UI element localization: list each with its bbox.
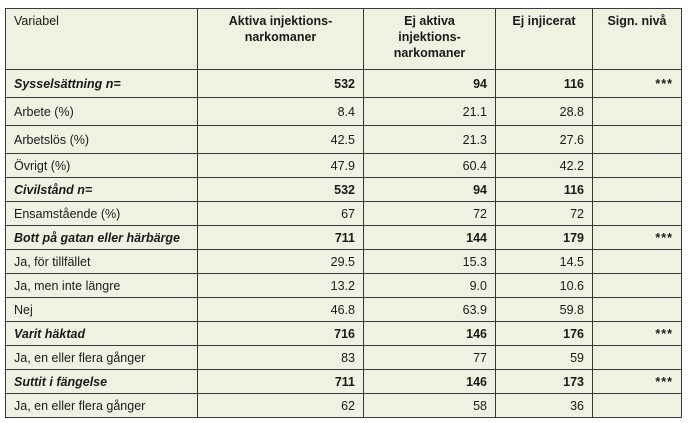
table-row: Ja, en eller flera gånger 83 77 59 <box>5 345 682 370</box>
cell-sign <box>592 249 682 274</box>
cell-ej-aktiva: 144 <box>363 225 496 250</box>
cell-ej-injicerat: 28.8 <box>495 97 593 126</box>
table-row: Övrigt (%) 47.9 60.4 42.2 <box>5 153 682 178</box>
cell-aktiva: 711 <box>197 225 364 250</box>
row-label: Ja, för tillfället <box>5 249 198 274</box>
table-row: Ja, för tillfället 29.5 15.3 14.5 <box>5 249 682 274</box>
cell-aktiva: 67 <box>197 201 364 226</box>
cell-aktiva: 47.9 <box>197 153 364 178</box>
cell-ej-injicerat: 176 <box>495 321 593 346</box>
cell-ej-aktiva: 94 <box>363 69 496 98</box>
cell-ej-aktiva: 146 <box>363 369 496 394</box>
cell-sign: *** <box>592 321 682 346</box>
cell-ej-aktiva: 60.4 <box>363 153 496 178</box>
table-row: Nej 46.8 63.9 59.8 <box>5 297 682 322</box>
cell-sign <box>592 393 682 418</box>
header-ej-aktiva: Ej aktiva injektions-narkomaner <box>363 8 496 70</box>
cell-ej-aktiva: 94 <box>363 177 496 202</box>
cell-ej-injicerat: 116 <box>495 69 593 98</box>
cell-sign: *** <box>592 69 682 98</box>
row-label: Ja, en eller flera gånger <box>5 393 198 418</box>
comparison-table: Variabel Aktiva injektions-narkomaner Ej… <box>5 8 682 418</box>
cell-aktiva: 29.5 <box>197 249 364 274</box>
cell-ej-injicerat: 36 <box>495 393 593 418</box>
cell-aktiva: 62 <box>197 393 364 418</box>
header-sign-niva: Sign. nivå <box>592 8 682 70</box>
cell-ej-injicerat: 42.2 <box>495 153 593 178</box>
table-row: Ja, men inte längre 13.2 9.0 10.6 <box>5 273 682 298</box>
cell-sign <box>592 177 682 202</box>
cell-ej-aktiva: 146 <box>363 321 496 346</box>
header-row: Variabel Aktiva injektions-narkomaner Ej… <box>5 8 682 70</box>
cell-sign: *** <box>592 369 682 394</box>
comparison-table-container: Variabel Aktiva injektions-narkomaner Ej… <box>5 8 682 418</box>
cell-ej-injicerat: 116 <box>495 177 593 202</box>
row-label: Nej <box>5 297 198 322</box>
row-label: Sysselsättning n= <box>5 69 198 98</box>
table-row-group: Bott på gatan eller härbärge 711 144 179… <box>5 225 682 250</box>
cell-sign <box>592 345 682 370</box>
table-row: Arbete (%) 8.4 21.1 28.8 <box>5 97 682 126</box>
header-aktiva: Aktiva injektions-narkomaner <box>197 8 364 70</box>
cell-ej-aktiva: 21.1 <box>363 97 496 126</box>
table-row: Ensamstående (%) 67 72 72 <box>5 201 682 226</box>
row-label: Arbete (%) <box>5 97 198 126</box>
cell-ej-injicerat: 59.8 <box>495 297 593 322</box>
row-label: Suttit i fängelse <box>5 369 198 394</box>
header-ej-injicerat: Ej injicerat <box>495 8 593 70</box>
row-label: Varit häktad <box>5 321 198 346</box>
table-row-group: Sysselsättning n= 532 94 116 *** <box>5 69 682 98</box>
cell-ej-injicerat: 173 <box>495 369 593 394</box>
cell-ej-aktiva: 77 <box>363 345 496 370</box>
table-row: Ja, en eller flera gånger 62 58 36 <box>5 393 682 418</box>
cell-ej-injicerat: 27.6 <box>495 125 593 154</box>
cell-aktiva: 13.2 <box>197 273 364 298</box>
table-row-group: Varit häktad 716 146 176 *** <box>5 321 682 346</box>
cell-ej-injicerat: 72 <box>495 201 593 226</box>
header-variabel: Variabel <box>5 8 198 70</box>
cell-ej-aktiva: 63.9 <box>363 297 496 322</box>
cell-ej-injicerat: 59 <box>495 345 593 370</box>
cell-aktiva: 532 <box>197 69 364 98</box>
cell-aktiva: 711 <box>197 369 364 394</box>
row-label: Ja, en eller flera gånger <box>5 345 198 370</box>
cell-aktiva: 42.5 <box>197 125 364 154</box>
cell-ej-injicerat: 14.5 <box>495 249 593 274</box>
table-row-group: Suttit i fängelse 711 146 173 *** <box>5 369 682 394</box>
cell-aktiva: 716 <box>197 321 364 346</box>
table-row: Arbetslös (%) 42.5 21.3 27.6 <box>5 125 682 154</box>
cell-aktiva: 46.8 <box>197 297 364 322</box>
row-label: Civilstånd n= <box>5 177 198 202</box>
table-row-group: Civilstånd n= 532 94 116 <box>5 177 682 202</box>
cell-ej-aktiva: 72 <box>363 201 496 226</box>
cell-sign <box>592 125 682 154</box>
cell-sign <box>592 201 682 226</box>
row-label: Ja, men inte längre <box>5 273 198 298</box>
cell-sign <box>592 273 682 298</box>
cell-aktiva: 532 <box>197 177 364 202</box>
cell-ej-aktiva: 15.3 <box>363 249 496 274</box>
cell-ej-aktiva: 9.0 <box>363 273 496 298</box>
cell-sign: *** <box>592 225 682 250</box>
cell-ej-injicerat: 10.6 <box>495 273 593 298</box>
row-label: Övrigt (%) <box>5 153 198 178</box>
cell-sign <box>592 97 682 126</box>
cell-sign <box>592 153 682 178</box>
cell-ej-aktiva: 58 <box>363 393 496 418</box>
cell-aktiva: 83 <box>197 345 364 370</box>
cell-ej-aktiva: 21.3 <box>363 125 496 154</box>
cell-aktiva: 8.4 <box>197 97 364 126</box>
row-label: Arbetslös (%) <box>5 125 198 154</box>
row-label: Ensamstående (%) <box>5 201 198 226</box>
cell-ej-injicerat: 179 <box>495 225 593 250</box>
cell-sign <box>592 297 682 322</box>
row-label: Bott på gatan eller härbärge <box>5 225 198 250</box>
